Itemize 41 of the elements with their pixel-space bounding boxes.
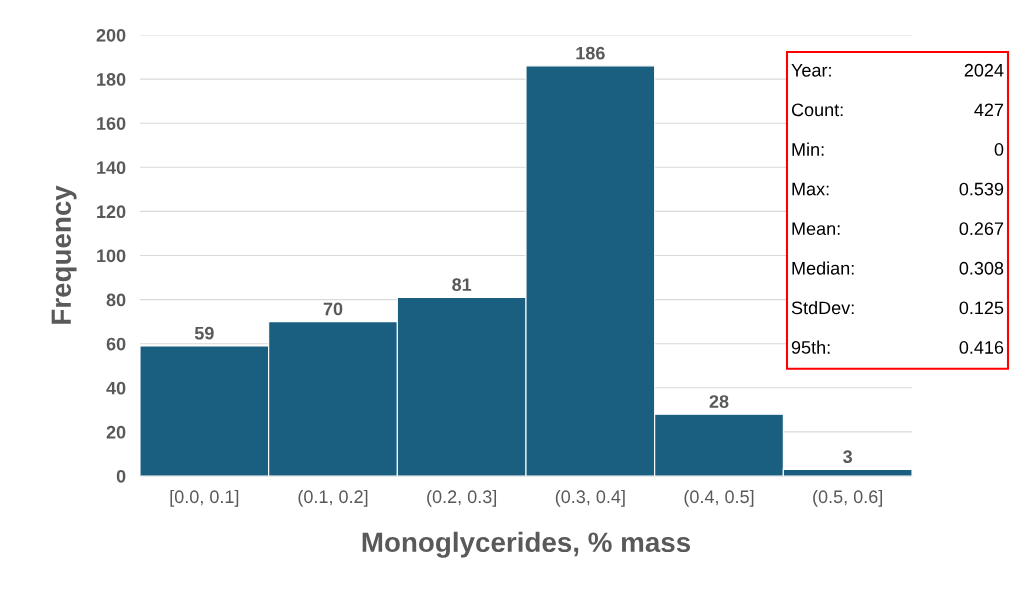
text: 0.308 bbox=[959, 261, 1004, 275]
y-tick-label: 200 bbox=[96, 28, 126, 42]
x-tick-label: (0.3, 0.4] bbox=[555, 489, 625, 507]
annotation: Year: bbox=[791, 64, 831, 77]
annotation: 95th: bbox=[791, 340, 830, 354]
data-label: 70 bbox=[323, 302, 343, 316]
y-tick-label: 120 bbox=[97, 205, 126, 219]
x-axis-title: Monoglycerides, % mass bbox=[362, 531, 691, 558]
x-tick-label: [0.0, 0.1] bbox=[170, 489, 239, 507]
y-tick-label: 100 bbox=[97, 249, 126, 263]
y-tick-label: 0 bbox=[116, 469, 126, 483]
y-tick-label: 180 bbox=[97, 73, 126, 86]
y-axis-title: Frequency bbox=[51, 185, 77, 324]
y-tick-label: 40 bbox=[106, 381, 126, 395]
data-label: 186 bbox=[576, 46, 605, 60]
y-tick-label: 60 bbox=[106, 337, 126, 351]
x-tick-label: (0.4, 0.5] bbox=[684, 489, 754, 507]
y-tick-label: 140 bbox=[97, 161, 126, 175]
text: 0.267 bbox=[959, 222, 1004, 236]
y-tick-label: 80 bbox=[106, 293, 126, 307]
text: 2024 bbox=[964, 63, 1004, 77]
x-tick-label: (0.2, 0.3] bbox=[427, 489, 497, 507]
annotation: Median: bbox=[792, 261, 854, 275]
text: 0.416 bbox=[959, 341, 1004, 354]
annotation: Mean: bbox=[792, 222, 840, 236]
data-label: 3 bbox=[843, 450, 853, 464]
x-tick-label: (0.1, 0.2] bbox=[298, 489, 368, 507]
text: 0 bbox=[994, 143, 1004, 156]
y-tick-label: 20 bbox=[106, 425, 126, 439]
annotation: Max: bbox=[792, 182, 829, 196]
annotation: StdDev: bbox=[791, 300, 854, 315]
y-tick-label: 160 bbox=[97, 117, 126, 130]
text: 0.125 bbox=[959, 301, 1004, 315]
data-label: 59 bbox=[194, 326, 214, 340]
x-tick-label: (0.5, 0.6] bbox=[813, 489, 883, 507]
text: 427 bbox=[974, 103, 1004, 117]
text: 0.539 bbox=[959, 182, 1004, 196]
annotation: Count: bbox=[791, 103, 843, 117]
data-label: 28 bbox=[709, 395, 729, 408]
data-label: 81 bbox=[452, 278, 472, 292]
annotation: Min: bbox=[792, 142, 824, 156]
